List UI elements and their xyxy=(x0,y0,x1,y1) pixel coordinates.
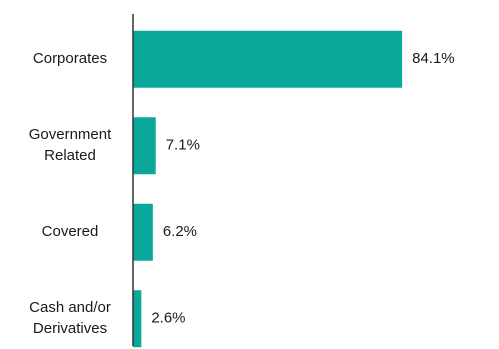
category-label-1: Government Related xyxy=(29,126,112,164)
category-labels: Corporates Government Related Covered Cash a… xyxy=(29,50,112,337)
value-label-0: 84.1% xyxy=(412,50,455,67)
category-label-2: Covered xyxy=(42,223,99,240)
category-label-3: Cash and/or Derivatives xyxy=(29,299,111,337)
bar-0 xyxy=(133,30,403,88)
value-label-3: 2.6% xyxy=(151,310,185,327)
bar-3 xyxy=(133,290,142,348)
value-label-2: 6.2% xyxy=(163,223,197,240)
bar-2 xyxy=(133,203,153,261)
category-label-0: Corporates xyxy=(33,50,107,67)
value-label-1: 7.1% xyxy=(166,137,200,154)
value-labels: 84.1% 7.1% 6.2% 2.6% xyxy=(151,50,454,327)
bars-group xyxy=(133,30,403,348)
bar-1 xyxy=(133,117,156,175)
